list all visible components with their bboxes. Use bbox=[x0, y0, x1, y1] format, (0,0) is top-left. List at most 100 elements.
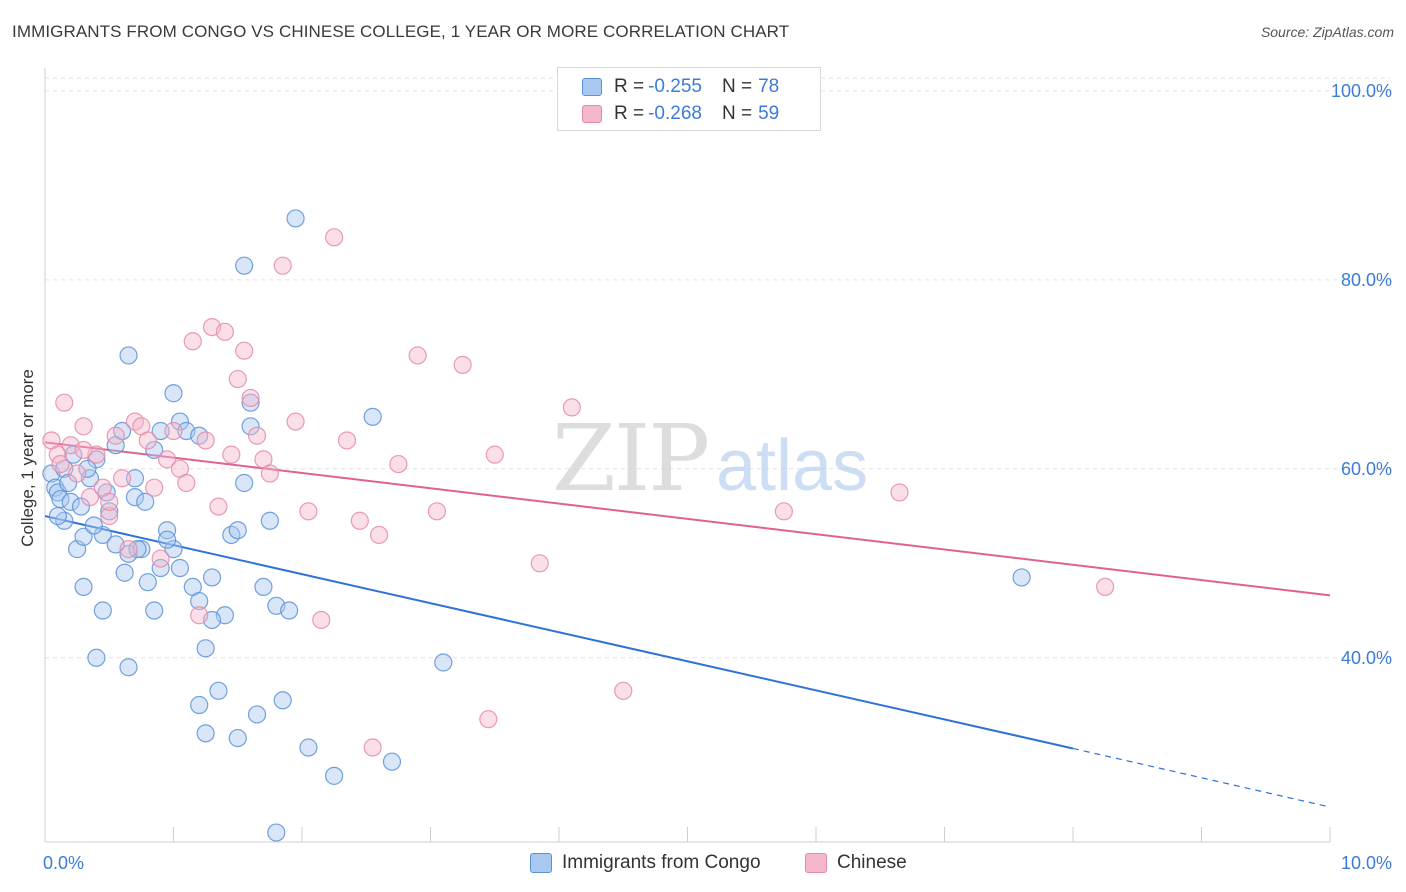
congo-point bbox=[209, 681, 228, 700]
congo-point bbox=[382, 752, 402, 771]
congo-point bbox=[138, 573, 157, 592]
congo-point bbox=[78, 459, 97, 478]
chinese-point bbox=[774, 502, 793, 521]
congo-point bbox=[299, 738, 318, 757]
chinese-point bbox=[157, 450, 177, 469]
y-axis-label: College, 1 year or more bbox=[18, 369, 37, 547]
legend-swatch-congo bbox=[530, 853, 552, 873]
congo-point bbox=[157, 521, 177, 540]
congo-point bbox=[157, 530, 177, 549]
chinese-point bbox=[485, 445, 504, 464]
congo-point bbox=[119, 346, 138, 365]
watermark-zip: ZIP bbox=[552, 405, 708, 512]
congo-point bbox=[196, 724, 215, 743]
chinese-point bbox=[196, 431, 215, 450]
chinese-point bbox=[100, 506, 119, 526]
chinese-point bbox=[453, 355, 472, 374]
legend-r-label: R = bbox=[614, 76, 645, 97]
legend-item-chinese: Chinese bbox=[805, 852, 907, 874]
legend-item-congo: Immigrants from Congo bbox=[530, 852, 761, 874]
ticks-layer: 40.0% 60.0% 80.0% 100.0% 0.0% 10.0% bbox=[43, 81, 1392, 873]
congo-point bbox=[132, 540, 151, 559]
congo-trend-line bbox=[44, 515, 1074, 750]
congo-point bbox=[247, 705, 267, 724]
chinese-point bbox=[74, 440, 93, 460]
chinese-point bbox=[222, 445, 241, 464]
congo-point bbox=[136, 492, 155, 511]
chinese-point bbox=[370, 525, 389, 545]
chinese-point bbox=[562, 398, 581, 417]
chinese-point bbox=[530, 554, 549, 573]
congo-point bbox=[286, 209, 305, 228]
legend-n-label: N = bbox=[721, 103, 753, 124]
congo-point bbox=[145, 440, 164, 460]
congo-point bbox=[280, 601, 299, 620]
congo-point bbox=[267, 823, 286, 842]
legend-r-value: -0.255 bbox=[648, 76, 702, 97]
legend-swatch-chinese bbox=[582, 105, 602, 123]
congo-point bbox=[273, 691, 292, 710]
chinese-point bbox=[215, 322, 234, 341]
congo-point bbox=[241, 393, 260, 412]
chinese-point bbox=[273, 256, 292, 275]
chinese-point bbox=[55, 393, 74, 412]
chinese-point bbox=[228, 369, 247, 389]
congo-point bbox=[164, 384, 183, 403]
congo-point bbox=[190, 695, 209, 715]
congo-point bbox=[235, 256, 254, 275]
grid-layer bbox=[45, 77, 1390, 659]
congo-point bbox=[61, 492, 80, 511]
congo-point bbox=[241, 417, 260, 436]
congo-point bbox=[228, 521, 247, 540]
legend-label-congo: Immigrants from Congo bbox=[562, 852, 761, 873]
watermark-atlas: atlas bbox=[716, 426, 868, 506]
congo-point bbox=[164, 540, 183, 559]
congo-point bbox=[235, 473, 254, 493]
chinese-point bbox=[312, 610, 331, 630]
points-layer bbox=[42, 209, 1115, 842]
congo-point bbox=[151, 558, 170, 578]
congo-point bbox=[151, 421, 170, 441]
legend-label-chinese: Chinese bbox=[837, 852, 907, 873]
chinese-point bbox=[74, 417, 93, 436]
chinese-point bbox=[350, 511, 369, 530]
trend-layer bbox=[44, 441, 1331, 808]
y-tick-label: 100.0% bbox=[1331, 81, 1392, 101]
axes-layer bbox=[44, 68, 1331, 843]
chinese-point bbox=[363, 738, 382, 757]
y-tick-label: 80.0% bbox=[1341, 270, 1392, 290]
chinese-point bbox=[51, 454, 70, 474]
y-tick-label: 60.0% bbox=[1341, 459, 1392, 479]
chinese-point bbox=[183, 332, 202, 351]
congo-point bbox=[125, 469, 145, 488]
congo-point bbox=[74, 527, 93, 546]
chinese-point bbox=[241, 388, 260, 408]
source-label: Source: ZipAtlas.com bbox=[1260, 24, 1394, 40]
chinese-point bbox=[138, 431, 157, 450]
chinese-point bbox=[209, 497, 228, 516]
chinese-point bbox=[299, 502, 318, 521]
watermark: ZIP atlas bbox=[552, 405, 868, 512]
chinese-point bbox=[112, 469, 132, 488]
chinese-point bbox=[479, 710, 498, 729]
legend-n-value: 78 bbox=[758, 76, 780, 97]
chinese-point bbox=[614, 681, 633, 700]
legend-n-value: 59 bbox=[758, 103, 780, 124]
congo-point bbox=[228, 728, 247, 748]
chinese-point bbox=[408, 346, 427, 365]
congo-point bbox=[260, 511, 279, 530]
legend-series: Immigrants from Congo Chinese bbox=[0, 852, 1406, 878]
congo-point bbox=[125, 488, 145, 507]
congo-point bbox=[84, 516, 103, 535]
chinese-point bbox=[68, 464, 87, 483]
legend-r-value: -0.268 bbox=[648, 103, 702, 124]
chinese-point bbox=[427, 502, 447, 521]
chinese-point bbox=[177, 473, 196, 493]
chinese-point bbox=[145, 478, 164, 497]
chinese-trend-line bbox=[44, 441, 1331, 597]
chinese-point bbox=[235, 341, 254, 360]
x-tick-label: 10.0% bbox=[1341, 853, 1392, 873]
congo-point bbox=[100, 502, 119, 521]
chinese-point bbox=[286, 412, 305, 431]
